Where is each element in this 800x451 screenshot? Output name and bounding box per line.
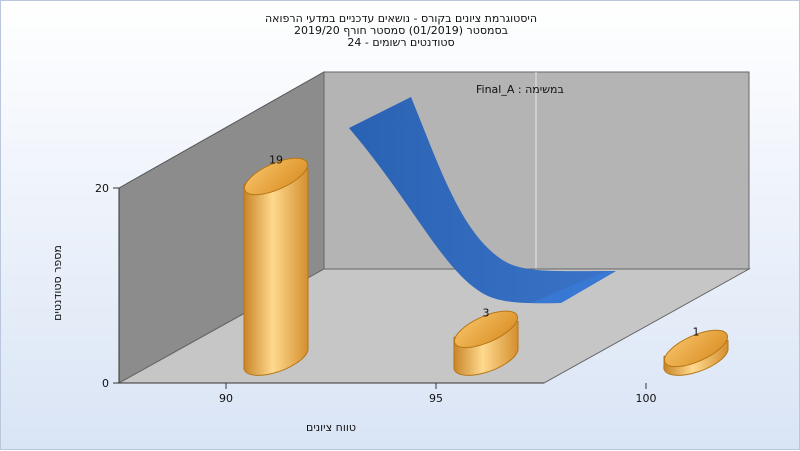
axes-group: 0 20 90 95 100 — [95, 182, 657, 405]
bar-top — [663, 329, 729, 368]
series-label: במשימה : Final_A — [476, 83, 564, 96]
chart-title-line-1: היסטוגרמת ציונים בקורס - נושאים עדכניים … — [264, 12, 538, 25]
bar — [663, 329, 729, 376]
y-tick-label: 20 — [95, 182, 109, 195]
x-axis-label: טווח ציונים — [306, 421, 356, 434]
bar — [243, 157, 309, 376]
bar-body — [243, 167, 309, 376]
x-tick-label: 90 — [219, 392, 233, 405]
bar — [453, 310, 519, 376]
series-curve-tail — [531, 271, 616, 303]
bar-top — [243, 157, 309, 196]
bar-data-label: 19 — [269, 153, 283, 166]
bar-data-label: 1 — [693, 325, 700, 338]
series-curve — [349, 97, 616, 304]
y-tick-label: 0 — [102, 377, 109, 390]
x-tick-label: 95 — [429, 392, 443, 405]
bar-data-label: 3 — [483, 306, 490, 319]
x-tick-label: 100 — [636, 392, 657, 405]
bar-top — [453, 310, 519, 349]
chart-title-line-2: בסמסטר (01/2019) סמסטר חורף 2019/20 — [294, 24, 508, 37]
chart-title-line-3: סטודנטים רשומים - 24 — [347, 36, 455, 49]
y-axis-label: מספר סטודנטים — [51, 245, 64, 321]
